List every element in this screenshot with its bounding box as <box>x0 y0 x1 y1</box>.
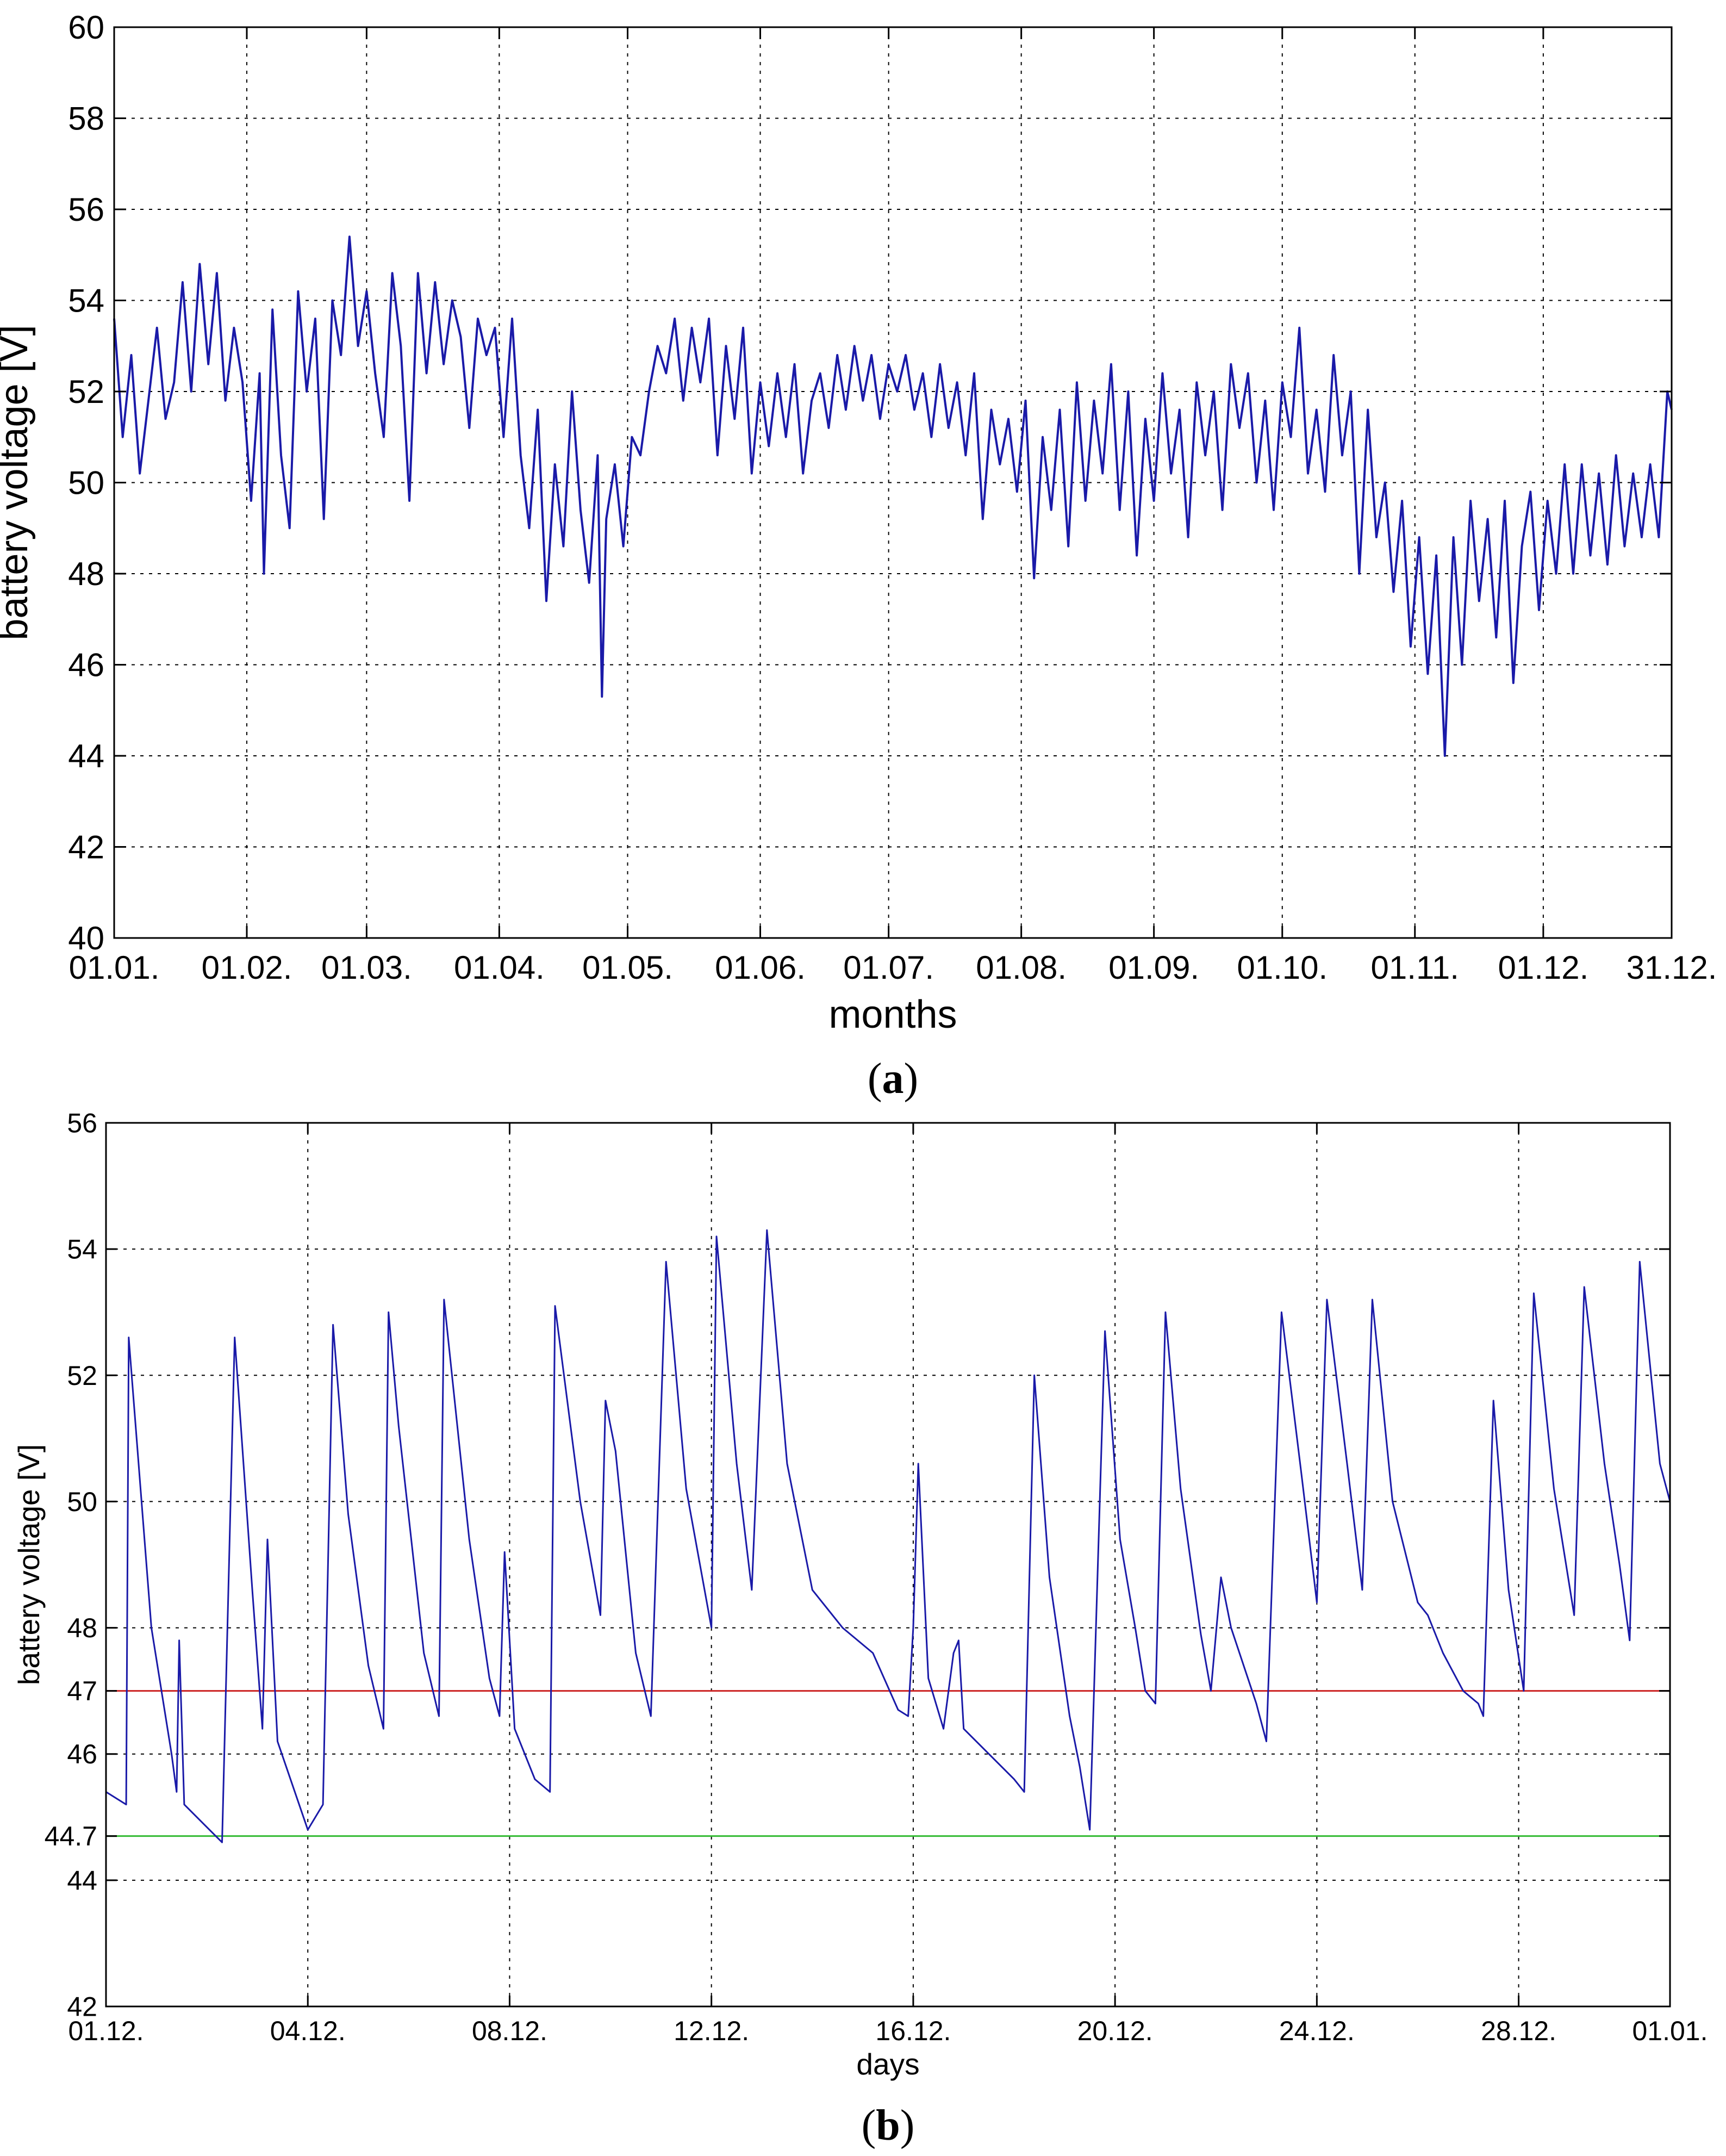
chart-panel-b: 01.12. 04.12. 08.12. 12.12. 16.12. 20.12. 24.1… <box>12 1108 1708 2150</box>
x-tick-label: 04.12. <box>270 2016 346 2046</box>
x-tick-label: 01.10. <box>1237 949 1328 986</box>
x-tick-label: 01.02. <box>202 949 292 986</box>
voltage-series-line <box>105 1229 1671 1843</box>
y-tick-label: 46 <box>67 1739 97 1769</box>
x-tick-label: 28.12. <box>1481 2016 1556 2046</box>
x-tick-label: 31.12. <box>1627 949 1717 986</box>
x-tick-label: 01.11. <box>1371 949 1459 986</box>
y-tick-label: 52 <box>68 374 104 410</box>
x-tick-label: 20.12. <box>1077 2016 1153 2046</box>
y-tick-label: 42 <box>67 1992 97 2022</box>
y-tick-label: 56 <box>68 191 104 228</box>
y-tick-label: 42 <box>68 829 104 866</box>
y-tick-label: 44.7 <box>45 1821 97 1851</box>
x-tick-label: 01.08. <box>976 949 1067 986</box>
y-tick-label: 50 <box>68 465 104 501</box>
x-tick-label: 16.12. <box>875 2016 951 2046</box>
x-tick-label: 08.12. <box>472 2016 547 2046</box>
y-tick-label: 40 <box>68 920 104 956</box>
x-tick-label: 01.06. <box>715 949 806 986</box>
y-tick-label: 54 <box>67 1234 97 1265</box>
panel-caption: (a) <box>868 1055 918 1103</box>
x-tick-label: 01.09. <box>1108 949 1199 986</box>
y-axis-label: battery voltage [V] <box>12 1444 46 1685</box>
chart-panel-a: 01.01. 01.02. 01.03. 01.04. 01.05. 01.06. 01.0… <box>0 9 1717 1103</box>
y-axis-label: battery voltage [V] <box>0 325 36 640</box>
x-tick-label: 01.04. <box>454 949 545 986</box>
x-tick-label: 12.12. <box>674 2016 749 2046</box>
x-tick-label: 01.03. <box>321 949 412 986</box>
y-tick-label: 56 <box>67 1108 97 1139</box>
plot-frame <box>105 1122 1671 2008</box>
y-tick-label: 44 <box>67 1865 97 1896</box>
y-tick-label: 46 <box>68 647 104 684</box>
x-tick-label: 01.01. <box>1632 2016 1708 2046</box>
panel-caption: (b) <box>862 2102 915 2149</box>
x-axis-label: months <box>828 993 957 1036</box>
y-tick-label: 48 <box>68 556 104 592</box>
y-tick-label: 47 <box>67 1676 97 1706</box>
y-tick-label: 58 <box>68 101 104 137</box>
y-tick-label: 52 <box>67 1360 97 1391</box>
x-axis-label: days <box>856 2047 919 2081</box>
y-tick-label: 44 <box>68 738 104 774</box>
y-tick-label: 48 <box>67 1613 97 1643</box>
x-tick-label: 24.12. <box>1279 2016 1355 2046</box>
y-tick-label: 60 <box>68 9 104 46</box>
x-tick-label: 01.05. <box>582 949 673 986</box>
y-tick-label: 50 <box>67 1487 97 1517</box>
x-tick-label: 01.07. <box>843 949 934 986</box>
voltage-series-line <box>113 235 1673 757</box>
x-tick-label: 01.12. <box>1498 949 1588 986</box>
x-tick-label: 01.01. <box>69 949 160 986</box>
y-tick-label: 54 <box>68 283 104 319</box>
x-tick-label: 01.12. <box>68 2016 144 2046</box>
